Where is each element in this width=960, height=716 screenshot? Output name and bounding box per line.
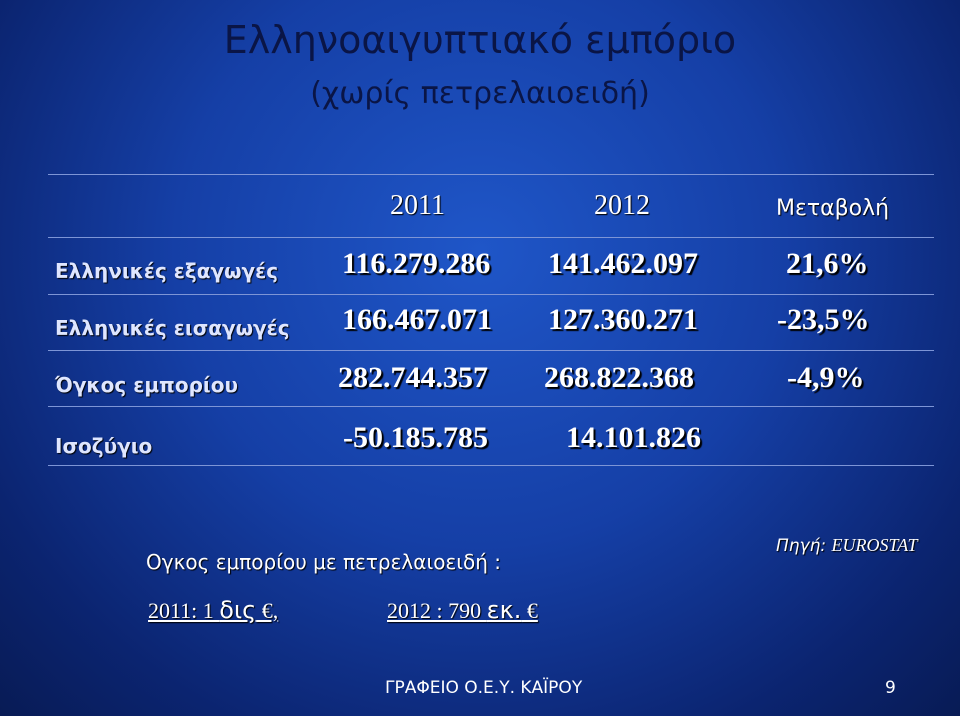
row-label-imports: Ελληνικές εισαγωγές <box>55 316 290 340</box>
page-number: 9 <box>885 678 896 698</box>
table-bottom-border <box>48 465 934 466</box>
note-2012-suffix: € <box>521 598 538 623</box>
table-row-divider <box>48 406 934 407</box>
cell-imports-change: -23,5% <box>777 303 870 336</box>
note-2012-value: 2012 : 790 εκ. € <box>387 596 538 624</box>
cell-exports-2012: 141.462.097 <box>548 247 698 280</box>
cell-balance-2012: 14.101.826 <box>566 421 701 454</box>
note-2011-value: 2011: 1 δις €, <box>148 596 278 624</box>
cell-exports-change: 21,6% <box>786 247 869 280</box>
column-header-2011: 2011 <box>390 190 445 221</box>
table-top-border <box>48 174 934 175</box>
note-2011-prefix: 2011: 1 <box>148 598 220 623</box>
source-name: EUROSTAT <box>831 535 918 555</box>
source-note: Πηγή: EUROSTAT <box>776 535 918 556</box>
cell-exports-2011: 116.279.286 <box>342 247 491 280</box>
row-label-trade-volume: Όγκος εμπορίου <box>55 373 238 397</box>
slide-title: Ελληνοαιγυπτιακό εμπόριο <box>223 18 737 62</box>
cell-balance-2011: -50.185.785 <box>343 421 488 454</box>
row-label-exports: Ελληνικές εξαγωγές <box>55 259 279 283</box>
table-row-divider <box>48 237 934 238</box>
note-2012-prefix: 2012 : 790 <box>387 598 487 623</box>
cell-volume-2012: 268.822.368 <box>544 361 694 394</box>
column-header-2012: 2012 <box>594 190 650 221</box>
cell-imports-2012: 127.360.271 <box>548 303 698 336</box>
footer-office: ΓΡΑΦΕΙΟ Ο.Ε.Υ. ΚΑΪΡΟΥ <box>385 678 583 698</box>
slide-subtitle: (χωρίς πετρελαιοειδή) <box>310 76 650 111</box>
cell-imports-2011: 166.467.071 <box>342 303 492 336</box>
cell-volume-2011: 282.744.357 <box>338 361 488 394</box>
note-2011-unit: δις <box>219 596 257 624</box>
row-label-balance: Ισοζύγιο <box>55 434 153 458</box>
note-2012-unit: εκ. <box>486 596 522 624</box>
source-label: Πηγή: <box>776 536 832 556</box>
column-header-change: Μεταβολή <box>776 196 890 221</box>
trade-volume-with-oil-note: Ογκος εμπορίου με πετρελαιοειδή : <box>146 550 502 574</box>
table-row-divider <box>48 294 934 295</box>
note-2011-suffix: €, <box>256 598 279 623</box>
cell-volume-change: -4,9% <box>787 361 865 394</box>
table-row-divider <box>48 350 934 351</box>
